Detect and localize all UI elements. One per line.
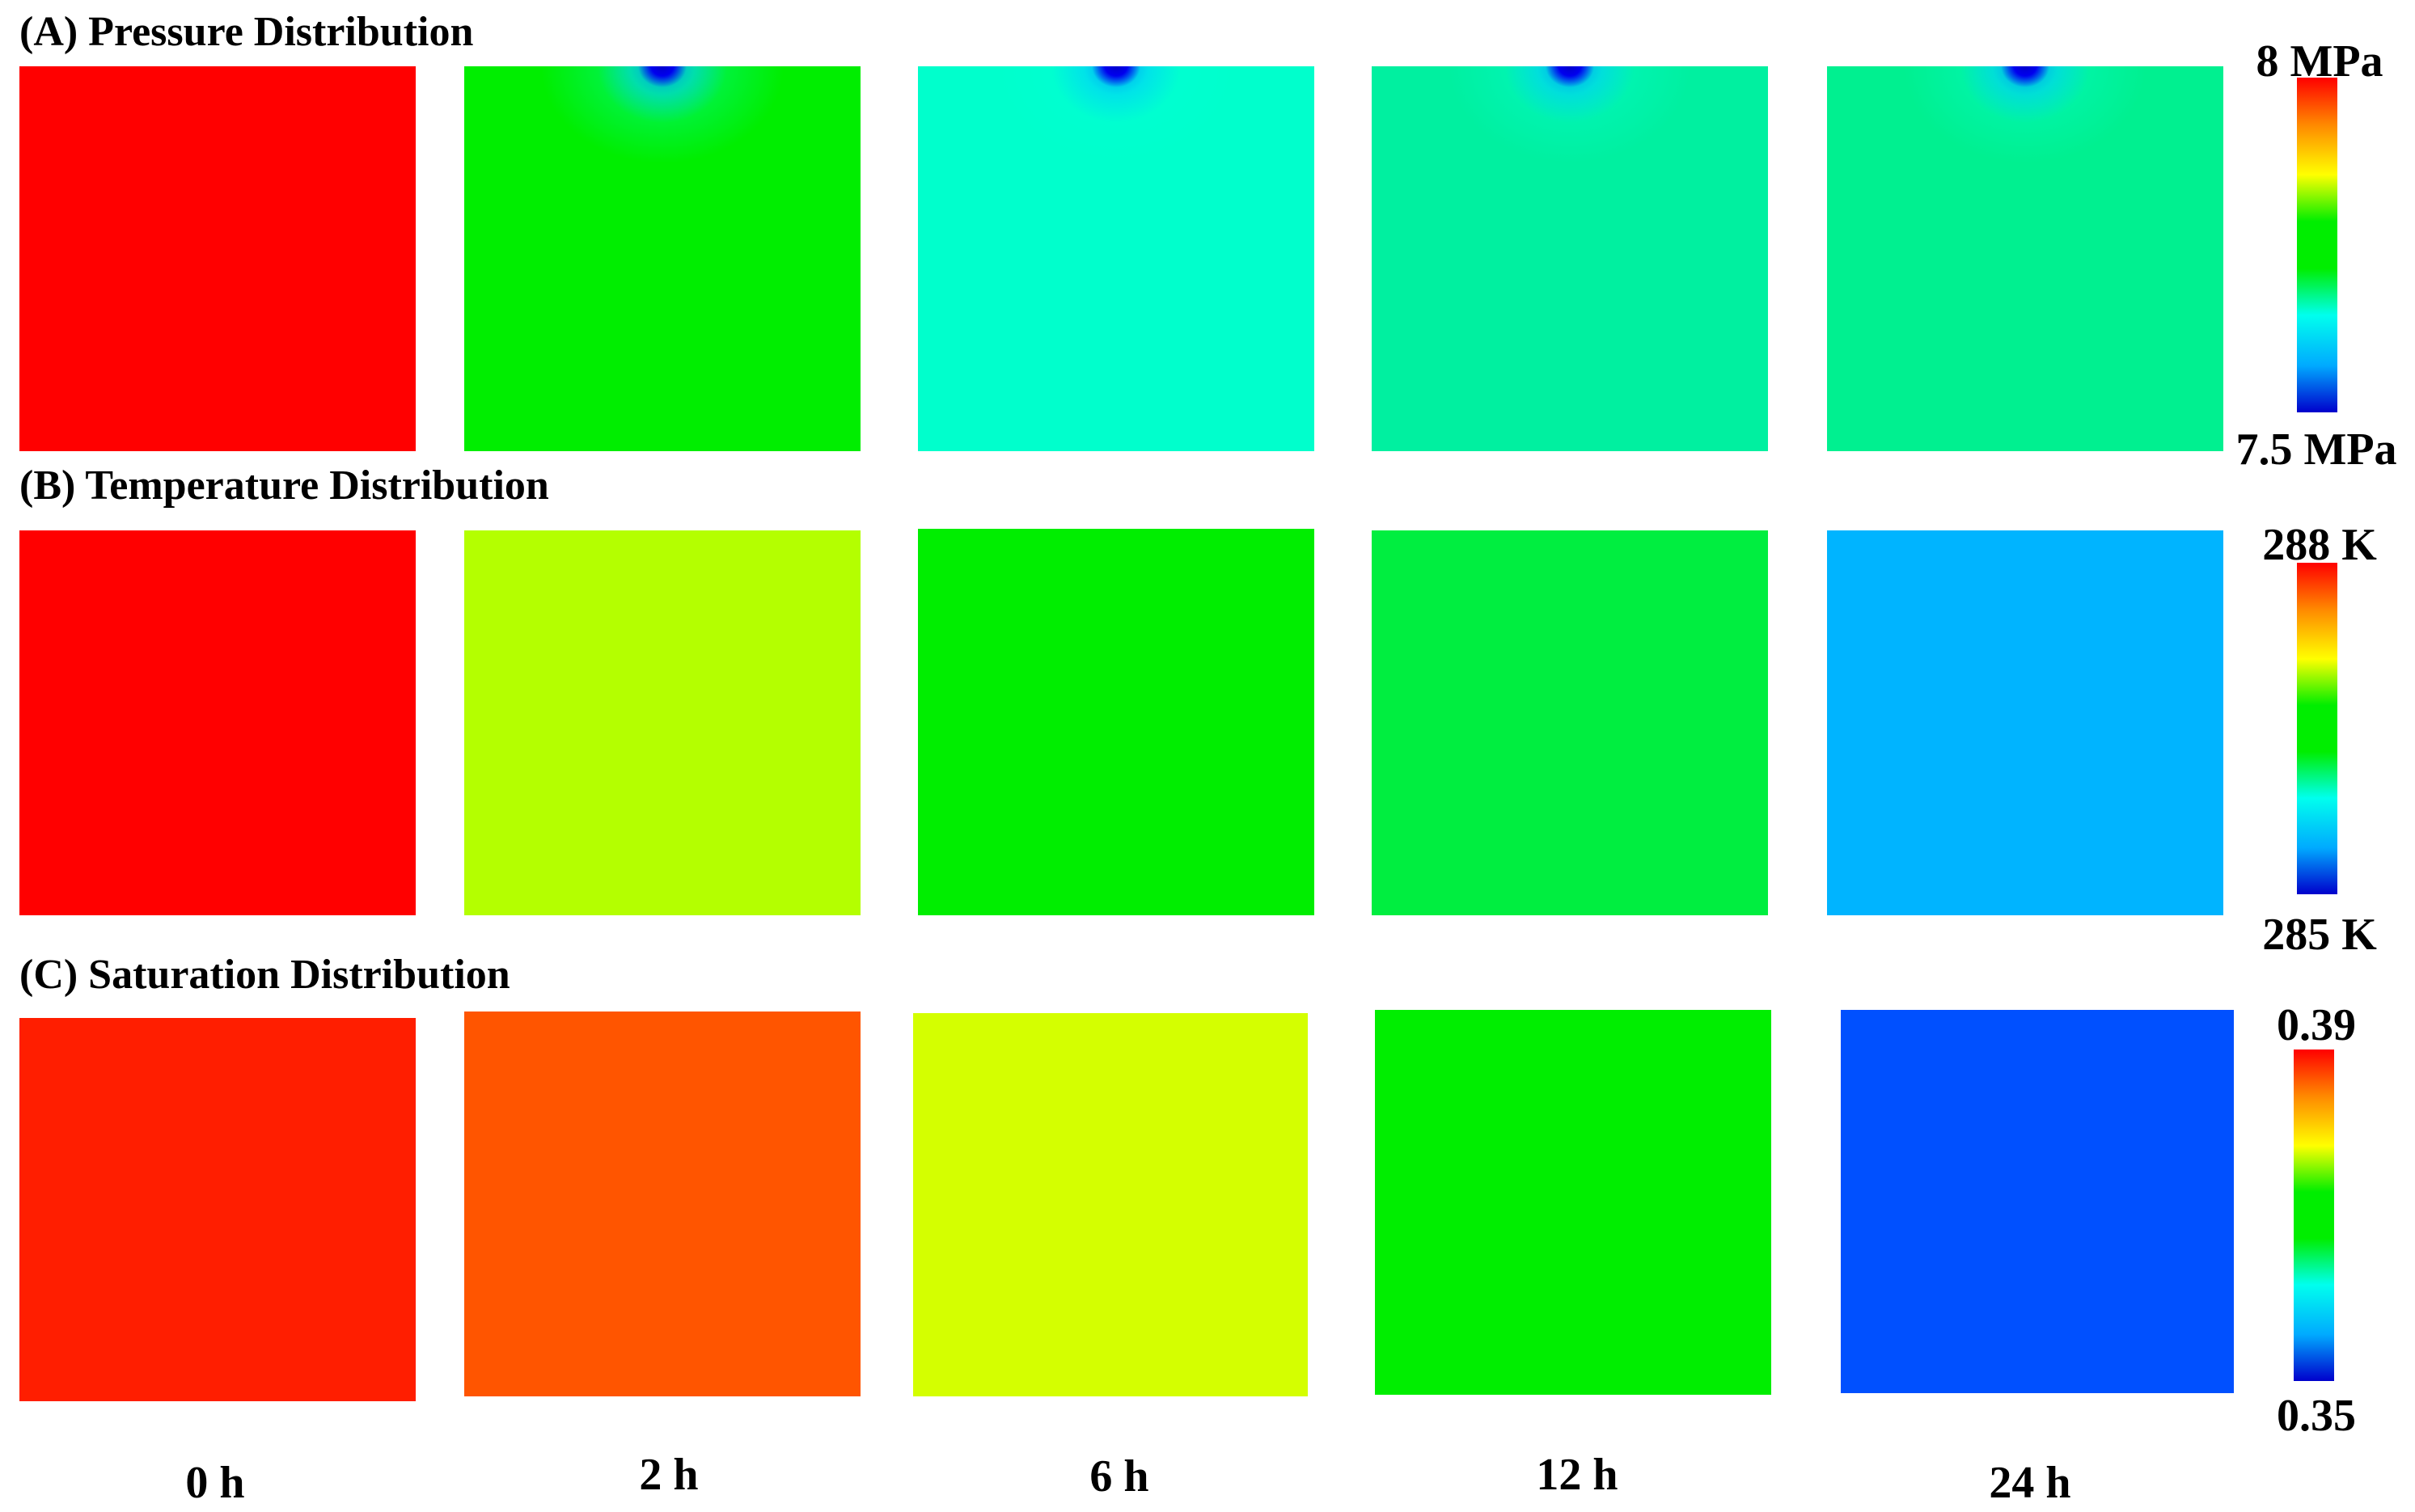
saturation-panel-2h [464, 1012, 861, 1396]
row-title-pressure: (A) Pressure Distribution [19, 9, 474, 55]
pressure-panel-2h [464, 66, 861, 451]
pressure-colorbar-min-label: 7.5 MPa [2235, 424, 2397, 475]
pressure-panel-6h [918, 66, 1314, 451]
time-label-12h: 12 h [1536, 1450, 1618, 1500]
temperature-panel-2h [464, 530, 861, 915]
temperature-panel-6h [918, 529, 1314, 915]
temperature-colorbar-min-label: 285 K [2262, 910, 2377, 960]
time-label-2h: 2 h [639, 1450, 699, 1500]
pressure-colorbar-max-label: 8 MPa [2256, 36, 2383, 87]
temperature-colorbar-max-label: 288 K [2262, 520, 2377, 570]
time-label-6h: 6 h [1089, 1451, 1149, 1501]
saturation-colorbar-max-label: 0.39 [2277, 1000, 2356, 1050]
saturation-colorbar-min-label: 0.35 [2277, 1391, 2356, 1441]
pressure-colorbar [2297, 78, 2337, 412]
row-title-temperature: (B) Temperature Distribution [19, 462, 549, 509]
temperature-panel-12h [1372, 530, 1768, 915]
row-title-saturation: (C) Saturation Distribution [19, 952, 510, 998]
temperature-panel-24h [1827, 530, 2223, 915]
time-label-24h: 24 h [1989, 1458, 2071, 1508]
pressure-panel-24h [1827, 66, 2223, 451]
saturation-panel-0h [19, 1018, 416, 1401]
pressure-panel-0h [19, 66, 416, 451]
temperature-colorbar [2297, 563, 2337, 894]
time-label-0h: 0 h [185, 1458, 245, 1508]
saturation-colorbar [2294, 1050, 2334, 1381]
saturation-panel-24h [1841, 1010, 2234, 1393]
pressure-panel-12h [1372, 66, 1768, 451]
saturation-panel-6h [913, 1013, 1308, 1396]
temperature-panel-0h [19, 530, 416, 915]
saturation-panel-12h [1375, 1010, 1771, 1395]
